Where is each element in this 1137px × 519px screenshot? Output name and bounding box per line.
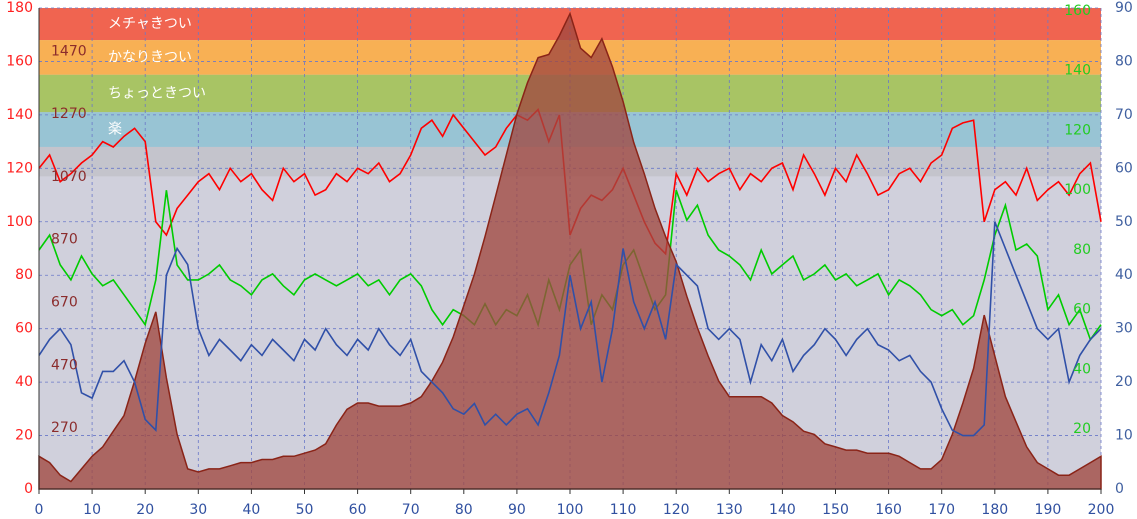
- y3-tick-label: 140: [1064, 63, 1091, 79]
- x-tick-label: 120: [663, 502, 690, 518]
- x-tick-label: 180: [981, 502, 1008, 518]
- x-tick-label: 110: [610, 502, 637, 518]
- y2-tick-label: 0: [1115, 481, 1124, 497]
- y2-tick-label: 80: [1115, 53, 1133, 69]
- y4-tick-label: 670: [51, 295, 78, 311]
- zone-label: ちょっときつい: [108, 86, 206, 102]
- x-tick-label: 150: [822, 502, 849, 518]
- y2-tick-label: 70: [1115, 107, 1133, 123]
- y-tick-label: 120: [6, 160, 33, 176]
- zone-label: 楽: [108, 122, 122, 138]
- y4-tick-label: 870: [51, 232, 78, 248]
- y4-tick-label: 270: [51, 420, 78, 436]
- y4-tick-label: 1270: [51, 106, 87, 122]
- y2-tick-label: 20: [1115, 374, 1133, 390]
- y3-tick-label: 20: [1073, 421, 1091, 437]
- y-tick-label: 80: [15, 267, 33, 283]
- y3-tick-label: 80: [1073, 242, 1091, 258]
- y-tick-label: 60: [15, 321, 33, 337]
- y-tick-label: 180: [6, 0, 33, 16]
- x-tick-label: 30: [189, 502, 207, 518]
- x-tick-label: 170: [928, 502, 955, 518]
- x-tick-label: 160: [875, 502, 902, 518]
- y2-tick-label: 10: [1115, 428, 1133, 444]
- x-tick-label: 100: [557, 502, 584, 518]
- y-tick-label: 140: [6, 107, 33, 123]
- y2-tick-label: 30: [1115, 321, 1133, 337]
- y-tick-label: 20: [15, 428, 33, 444]
- y-tick-label: 100: [6, 214, 33, 230]
- y3-tick-label: 120: [1064, 122, 1091, 138]
- elevation-area: [38, 11, 1102, 490]
- x-tick-label: 80: [455, 502, 473, 518]
- zone-label: かなりきつい: [108, 49, 192, 65]
- x-tick-label: 0: [35, 502, 44, 518]
- y4-tick-label: 1070: [51, 169, 87, 185]
- x-tick-label: 200: [1088, 502, 1115, 518]
- x-tick-label: 10: [83, 502, 101, 518]
- x-tick-label: 130: [716, 502, 743, 518]
- x-tick-label: 60: [349, 502, 367, 518]
- x-tick-label: 140: [769, 502, 796, 518]
- zone-label: メチャきつい: [108, 16, 192, 32]
- y2-tick-label: 60: [1115, 160, 1133, 176]
- x-tick-label: 90: [508, 502, 526, 518]
- x-tick-label: 40: [242, 502, 260, 518]
- y-tick-label: 160: [6, 53, 33, 69]
- y3-tick-label: 100: [1064, 182, 1091, 198]
- y3-tick-label: 40: [1073, 361, 1091, 377]
- y3-tick-label: 160: [1064, 3, 1091, 19]
- y3-tick-label: 60: [1073, 302, 1091, 318]
- y2-tick-label: 40: [1115, 267, 1133, 283]
- y-tick-label: 40: [15, 374, 33, 390]
- x-tick-label: 70: [402, 502, 420, 518]
- x-tick-label: 20: [136, 502, 154, 518]
- y2-tick-label: 90: [1115, 0, 1133, 16]
- series-line: [38, 221, 1102, 437]
- y4-tick-label: 470: [51, 357, 78, 373]
- y-tick-label: 0: [24, 481, 33, 497]
- x-tick-label: 50: [296, 502, 314, 518]
- x-tick-label: 190: [1035, 502, 1062, 518]
- y4-tick-label: 1470: [51, 43, 87, 59]
- y2-tick-label: 50: [1115, 214, 1133, 230]
